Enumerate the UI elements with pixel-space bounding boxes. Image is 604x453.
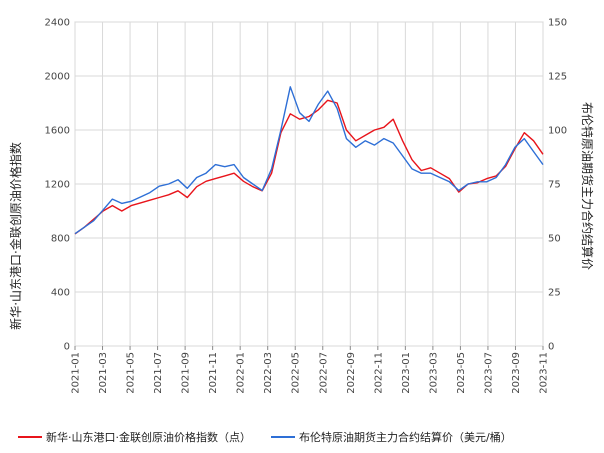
right-tick-label: 125 (548, 72, 567, 83)
right-axis-title: 布伦特原油期货主力合约结算价 (580, 102, 595, 270)
legend-label-brent: 布伦特原油期货主力合约结算价（美元/桶） (299, 431, 512, 444)
x-tick-label: 2021-11 (208, 352, 219, 394)
legend: 新华·山东港口·金联创原油价格指数（点） 布伦特原油期货主力合约结算价（美元/桶… (18, 428, 598, 446)
x-tick-label: 2022-03 (263, 352, 274, 394)
right-tick-label: 25 (548, 288, 561, 299)
left-tick-label: 2000 (45, 72, 70, 83)
x-tick-label: 2023-03 (428, 352, 439, 394)
right-tick-label: 75 (548, 180, 561, 191)
x-tick-label: 2023-01 (401, 352, 412, 394)
right-tick-label: 150 (548, 18, 567, 29)
x-tick-label: 2021-07 (153, 352, 164, 394)
legend-item-brent: 布伦特原油期货主力合约结算价（美元/桶） (271, 429, 512, 445)
left-tick-label: 800 (51, 234, 70, 245)
x-axis: 2021-01 2021-03 2021-05 2021-07 2021-09 2021-… (71, 346, 550, 394)
x-tick-label: 2021-05 (126, 352, 137, 394)
left-y-axis: 0 400 800 1200 1600 2000 2400 (45, 18, 70, 353)
legend-swatch-blue (271, 436, 295, 438)
brent-series-line (74, 86, 544, 235)
legend-label-index: 新华·山东港口·金联创原油价格指数（点） (46, 431, 251, 444)
left-tick-label: 1200 (45, 180, 70, 191)
left-axis-title: 新华·山东港口·金联创原油价格指数 (8, 142, 23, 330)
left-tick-label: 400 (51, 288, 70, 299)
left-tick-label: 2400 (45, 18, 70, 29)
right-tick-label: 100 (548, 126, 567, 137)
left-tick-label: 0 (64, 342, 70, 353)
x-tick-label: 2023-05 (456, 352, 467, 394)
x-tick-label: 2023-07 (483, 352, 494, 394)
x-tick-label: 2022-05 (291, 352, 302, 394)
x-tick-label: 2023-09 (511, 352, 522, 394)
dual-axis-line-chart: 0 400 800 1200 1600 2000 2400 0 25 50 75 100 125 150… (8, 18, 595, 394)
right-y-axis: 0 25 50 75 100 125 150 (548, 18, 567, 353)
x-tick-label: 2022-09 (346, 352, 357, 394)
series-lines (74, 86, 544, 235)
x-tick-label: 2021-09 (181, 352, 192, 394)
grid-lines (74, 21, 544, 347)
x-tick-label: 2022-11 (373, 352, 384, 394)
x-tick-label: 2023-11 (539, 352, 550, 394)
right-tick-label: 0 (548, 342, 554, 353)
x-tick-label: 2021-01 (71, 352, 82, 394)
right-tick-label: 50 (548, 234, 561, 245)
left-tick-label: 1600 (45, 126, 70, 137)
legend-item-index: 新华·山东港口·金联创原油价格指数（点） (18, 429, 251, 445)
x-tick-label: 2021-03 (98, 352, 109, 394)
legend-swatch-red (18, 436, 42, 438)
x-tick-label: 2022-07 (318, 352, 329, 394)
x-tick-label: 2022-01 (236, 352, 247, 394)
